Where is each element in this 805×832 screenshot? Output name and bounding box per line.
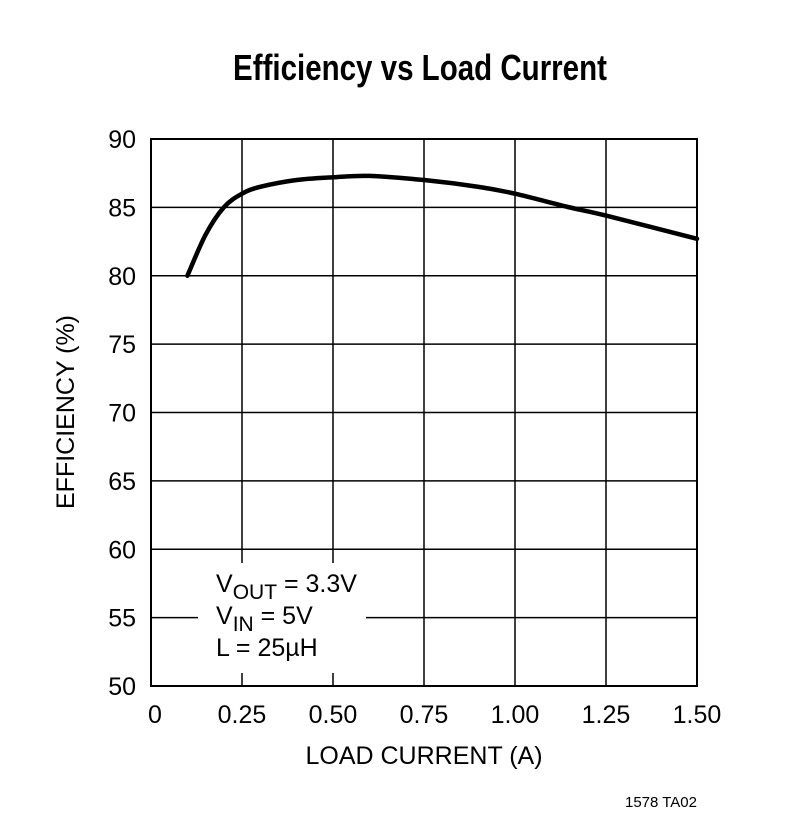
y-tick-label: 85 xyxy=(108,194,136,222)
x-tick-label: 0.50 xyxy=(309,701,358,729)
legend-background xyxy=(198,563,366,673)
y-tick-label: 75 xyxy=(108,331,136,359)
y-tick-labels: 50 55 60 65 70 75 80 85 90 xyxy=(108,126,136,701)
x-tick-label: 1.50 xyxy=(673,701,722,729)
x-axis-label: LOAD CURRENT (A) xyxy=(305,742,542,770)
x-tick-label: 1.00 xyxy=(491,701,540,729)
annotation-line: L = 25µH xyxy=(216,634,318,662)
annotation-line: VOUT = 3.3V xyxy=(216,570,357,604)
y-tick-label: 65 xyxy=(108,468,136,496)
y-axis-label: EFFICIENCY (%) xyxy=(52,315,80,509)
x-tick-label: 1.25 xyxy=(582,701,631,729)
y-tick-label: 80 xyxy=(108,263,136,291)
y-tick-label: 60 xyxy=(108,536,136,564)
annotation-line: VIN = 5V xyxy=(216,602,313,636)
x-tick-labels: 0 0.25 0.50 0.75 1.00 1.25 1.50 xyxy=(148,701,721,729)
x-tick-label: 0 xyxy=(148,701,162,729)
plot-frame xyxy=(150,138,698,687)
grid xyxy=(150,138,698,687)
x-tick-label: 0.25 xyxy=(218,701,267,729)
x-tick-label: 0.75 xyxy=(400,701,449,729)
y-tick-label: 50 xyxy=(108,673,136,701)
y-tick-label: 90 xyxy=(108,126,136,154)
chart-title: Efficiency vs Load Current xyxy=(233,47,607,87)
figure-id: 1578 TA02 xyxy=(625,794,697,811)
y-tick-label: 70 xyxy=(108,400,136,428)
y-tick-label: 55 xyxy=(108,605,136,633)
efficiency-series-line xyxy=(185,173,700,278)
